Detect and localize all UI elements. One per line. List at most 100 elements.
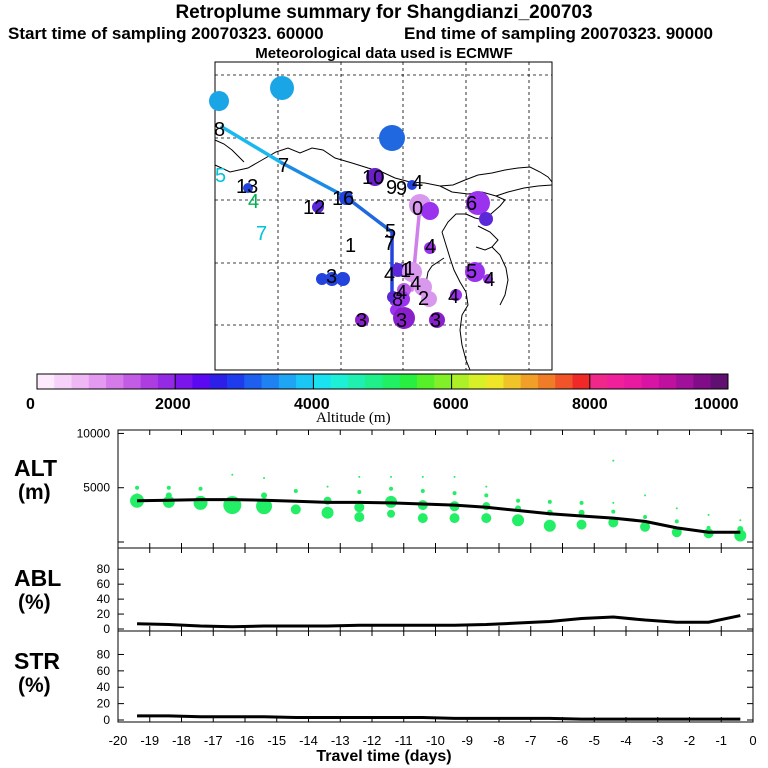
alt-scatter-point xyxy=(516,498,521,503)
alt-scatter-point xyxy=(231,473,234,476)
alt-scatter-point xyxy=(578,509,585,516)
y-tick-label: 60 xyxy=(97,577,111,591)
colorbar-cell xyxy=(572,374,591,389)
x-tick-label: -12 xyxy=(363,733,382,748)
alt-scatter-point xyxy=(608,517,619,528)
plume-blobs xyxy=(209,76,493,329)
alt-scatter-point xyxy=(453,475,456,478)
colorbar-cell xyxy=(434,374,452,389)
alt-scatter-point xyxy=(706,525,711,530)
alt-mean-line xyxy=(137,498,741,534)
plume-blob xyxy=(336,272,350,286)
alt-scatter-point xyxy=(354,512,365,523)
trajectory-label: 5 xyxy=(385,221,396,243)
colorbar-cell xyxy=(555,374,573,389)
trajectory-label: 3 xyxy=(430,310,441,332)
colorbar-tick-8000: 8000 xyxy=(572,396,608,413)
end-time-label: End time of sampling 20070323. 90000 xyxy=(404,24,713,43)
x-axis-label: Travel time (days) xyxy=(316,748,452,765)
str-line xyxy=(137,714,741,721)
colorbar-cell xyxy=(140,374,159,389)
colorbar-tick-4000: 4000 xyxy=(294,396,330,413)
trajectory-label: 4 xyxy=(425,236,436,258)
colorbar-cell xyxy=(37,374,55,389)
colorbar-cell xyxy=(382,374,401,389)
trajectory-label: 10 xyxy=(362,167,384,189)
trajectory-label: 7 xyxy=(382,129,393,151)
alt-scatter-point xyxy=(417,513,428,524)
colorbar-cell xyxy=(123,374,142,389)
colorbar-cell xyxy=(365,374,383,389)
colorbar-cell xyxy=(607,374,625,389)
alt-scatter-point xyxy=(321,506,334,519)
colorbar-cell xyxy=(624,374,643,389)
trajectory-label: 1 xyxy=(345,235,356,257)
trajectory-label: 3 xyxy=(326,266,337,288)
y-tick-label: 0 xyxy=(103,713,110,727)
alt-scatter-point xyxy=(547,499,552,504)
plume-blob xyxy=(325,272,339,286)
alt-scatter-point xyxy=(612,501,615,504)
plume-blob xyxy=(312,201,324,213)
colorbar-cell xyxy=(676,374,694,389)
x-tick-labels: -20 -19 -18 -17 -16 -15 -14 -13 -12 -11 -10 -9 -8 -7-… xyxy=(109,733,757,748)
alt-scatter-point xyxy=(484,493,489,498)
trajectory-label: 6 xyxy=(466,193,477,215)
alt-scatter-point xyxy=(512,514,525,527)
trajectory-label: 0 xyxy=(412,198,423,220)
x-tick-label: -18 xyxy=(172,733,191,748)
colorbar-cell xyxy=(417,374,435,389)
plume-blob xyxy=(209,91,229,111)
colorbar-cell xyxy=(641,374,660,389)
alt-scatter-point xyxy=(193,495,208,510)
trajectory-label: 1 xyxy=(404,258,415,280)
colorbar-cell xyxy=(106,374,124,389)
alt-scatter-point xyxy=(420,488,425,493)
altitude-colorbar xyxy=(36,373,729,390)
trajectory-segment xyxy=(220,125,284,165)
colorbar-tick-10000: 10000 xyxy=(694,396,739,413)
y-tick-label: 60 xyxy=(97,664,111,678)
trajectory-label: 5 xyxy=(466,261,477,283)
alt-scatter-point xyxy=(643,515,648,520)
alt-scatter-point xyxy=(256,498,273,515)
plume-blob xyxy=(339,191,353,205)
trajectory-label: 4 xyxy=(412,172,423,194)
alt-scatter-point xyxy=(135,485,140,490)
alt-scatter-point xyxy=(644,494,647,497)
colorbar-cell xyxy=(54,374,72,389)
abl-label: ABL xyxy=(14,565,62,591)
trajectory-label: 4 xyxy=(384,264,395,286)
alt-scatter-point xyxy=(485,485,488,488)
trajectory-label: 4 xyxy=(448,286,459,308)
trajectory-segment xyxy=(344,195,394,234)
plume-blob xyxy=(379,125,405,151)
colorbar-cell xyxy=(399,374,418,389)
colorbar-cell xyxy=(244,374,262,389)
trajectory-segment xyxy=(280,161,348,199)
abl-frame xyxy=(117,547,754,632)
x-tick-label: -13 xyxy=(331,733,350,748)
colorbar-cell xyxy=(278,374,297,389)
abl-unit: (%) xyxy=(18,591,51,614)
x-tick-label: -4 xyxy=(620,733,632,748)
x-tick-label: 0 xyxy=(749,733,756,748)
alt-scatter-point xyxy=(675,507,678,510)
alt-scatter-point xyxy=(481,513,492,524)
alt-scatter-point xyxy=(579,500,584,505)
x-tick-label: -20 xyxy=(109,733,128,748)
colorbar-cell xyxy=(693,374,712,389)
plume-blob xyxy=(270,76,294,100)
alt-scatter-point xyxy=(134,493,141,500)
x-tick-label: -11 xyxy=(395,733,413,748)
plume-blob xyxy=(465,262,485,282)
x-tick-label: -10 xyxy=(426,733,445,748)
y-tick-label: 80 xyxy=(97,647,111,661)
colorbar-cell xyxy=(330,374,349,389)
y-tick-label: 40 xyxy=(97,592,111,606)
start-time-label: Start time of sampling 20070323. 60000 xyxy=(8,24,324,43)
alt-scatter-point xyxy=(358,475,361,478)
alt-scatter-point xyxy=(543,519,556,532)
